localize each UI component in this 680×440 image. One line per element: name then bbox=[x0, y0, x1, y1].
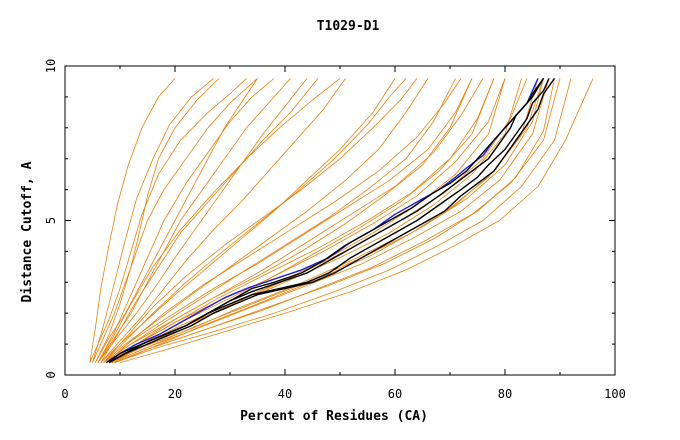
series-line-orange-18 bbox=[94, 78, 220, 363]
series-line-orange-27 bbox=[89, 78, 176, 363]
x-tick-label: 80 bbox=[498, 387, 512, 401]
series-line-orange-23 bbox=[108, 78, 484, 363]
series-line-orange-3 bbox=[97, 78, 291, 363]
series-line-orange-9 bbox=[103, 78, 473, 363]
series-line-orange-5 bbox=[100, 78, 346, 363]
series-line-orange-29 bbox=[97, 78, 341, 363]
series-line-orange-17 bbox=[119, 78, 594, 363]
series-layer bbox=[89, 77, 594, 364]
x-tick-label: 40 bbox=[278, 387, 292, 401]
series-line-orange-21 bbox=[103, 78, 418, 363]
y-tick-label: 5 bbox=[44, 217, 58, 224]
series-line-orange-34 bbox=[114, 78, 555, 363]
x-tick-label: 0 bbox=[61, 387, 68, 401]
series-line-black-39 bbox=[108, 77, 556, 364]
x-tick-label: 100 bbox=[604, 387, 626, 401]
series-line-orange-1 bbox=[92, 78, 258, 363]
x-axis: 0 20 40 60 80 100 bbox=[61, 66, 626, 401]
series-line-black-38 bbox=[105, 78, 550, 364]
y-axis: 0 5 10 bbox=[44, 59, 615, 379]
series-line-orange-26 bbox=[114, 78, 544, 363]
series-line-orange-22 bbox=[106, 78, 462, 363]
series-line-orange-31 bbox=[106, 78, 473, 363]
series-line-orange-8 bbox=[103, 78, 456, 363]
series-line-orange-32 bbox=[108, 78, 495, 363]
series-line-orange-4 bbox=[97, 78, 308, 363]
series-line-orange-30 bbox=[103, 78, 407, 363]
y-tick-label: 10 bbox=[44, 59, 58, 73]
y-tick-label: 0 bbox=[44, 371, 58, 378]
series-line-orange-16 bbox=[114, 78, 572, 363]
series-line-orange-28 bbox=[92, 78, 214, 363]
chart-title: T1029-D1 bbox=[317, 19, 380, 34]
x-tick-label: 20 bbox=[168, 387, 182, 401]
x-tick-label: 60 bbox=[388, 387, 402, 401]
series-line-orange-19 bbox=[97, 78, 275, 363]
x-axis-label: Percent of Residues (CA) bbox=[240, 409, 428, 424]
series-line-orange-2 bbox=[94, 78, 258, 363]
series-line-orange-7 bbox=[103, 78, 429, 363]
series-line-orange-0 bbox=[89, 78, 247, 363]
y-axis-label: Distance Cutoff, A bbox=[20, 161, 35, 302]
series-line-orange-20 bbox=[100, 78, 319, 363]
